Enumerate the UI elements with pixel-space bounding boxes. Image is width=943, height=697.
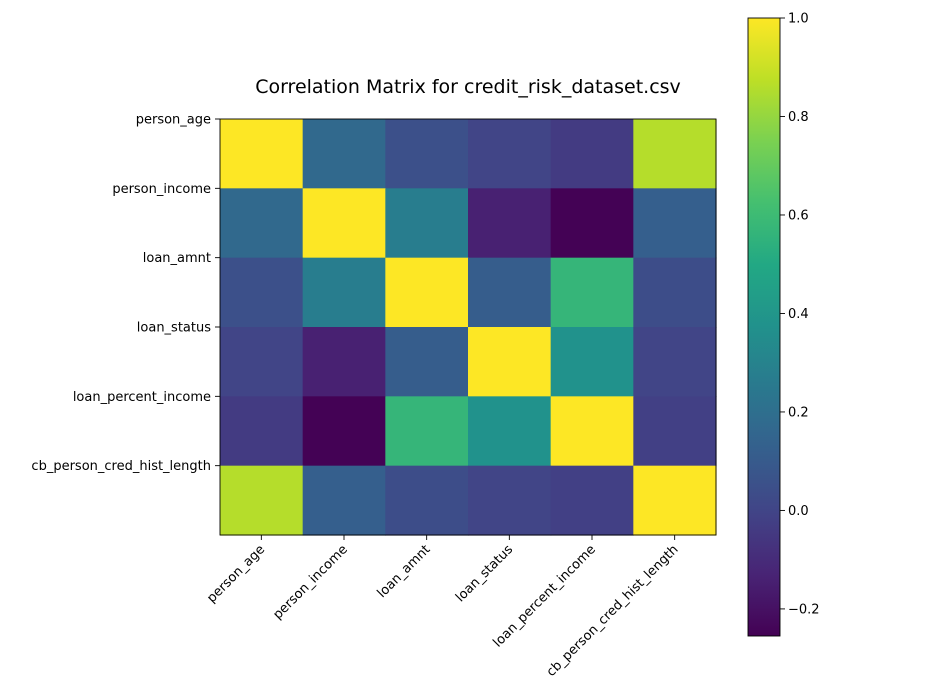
heatmap-cell-0-1 xyxy=(302,119,386,189)
x-tick-label: cb_person_cred_hist_length xyxy=(544,542,682,680)
heatmap-cell-3-2 xyxy=(385,327,469,397)
heatmap-cell-1-0 xyxy=(220,188,304,259)
heatmap-cell-0-2 xyxy=(385,119,469,189)
heatmap-cell-0-0 xyxy=(220,119,304,189)
colorbar-ticks: −0.2 0.0 0.2 0.4 0.6 0.8 1.0 xyxy=(780,12,820,617)
colorbar-tick-label: 0.2 xyxy=(788,405,809,420)
heatmap-cell-4-1 xyxy=(302,396,386,467)
colorbar-frame xyxy=(747,17,781,637)
heatmap-cell-2-3 xyxy=(468,257,552,328)
heatmap-cell-4-3 xyxy=(468,396,552,467)
heatmap-cell-1-1 xyxy=(302,188,386,259)
y-tick-label: loan_amnt xyxy=(143,251,211,266)
heatmap-cell-5-5 xyxy=(633,465,717,536)
heatmap-cell-0-3 xyxy=(468,119,552,189)
heatmap-cell-5-2 xyxy=(385,465,469,536)
heatmap-cell-2-2 xyxy=(385,257,469,328)
y-tick-label: loan_percent_income xyxy=(73,390,211,405)
colorbar-tick-label: 0.0 xyxy=(788,504,809,519)
heatmap-cell-1-4 xyxy=(550,188,634,259)
heatmap-cell-3-1 xyxy=(302,327,386,397)
colorbar-tick-label: 1.0 xyxy=(788,12,809,27)
y-tick-label: loan_status xyxy=(137,321,211,336)
x-tick-label: person_income xyxy=(270,542,350,622)
heatmap-cell-3-4 xyxy=(550,327,634,397)
y-axis: person_age person_income loan_amnt loan_sta… xyxy=(31,113,220,474)
heatmap-cells xyxy=(220,119,717,536)
heatmap-cell-0-4 xyxy=(550,119,634,189)
heatmap-cell-2-1 xyxy=(302,257,386,328)
heatmap-cell-2-0 xyxy=(220,257,304,328)
heatmap-cell-4-4 xyxy=(550,396,634,467)
y-tick-label: cb_person_cred_hist_length xyxy=(31,459,211,474)
colorbar-gradient xyxy=(748,18,780,636)
colorbar-tick-label: −0.2 xyxy=(788,602,820,617)
x-tick-label: loan_amnt xyxy=(375,542,434,601)
colorbar-tick-label: 0.4 xyxy=(788,307,809,322)
colorbar: −0.2 0.0 0.2 0.4 0.6 0.8 1.0 xyxy=(747,12,820,637)
heatmap-cell-3-0 xyxy=(220,327,304,397)
heatmap-cell-4-5 xyxy=(633,396,717,467)
x-tick-label: loan_status xyxy=(453,542,516,605)
heatmap-cell-4-0 xyxy=(220,396,304,467)
heatmap-cell-3-3 xyxy=(468,327,552,397)
heatmap-cell-0-5 xyxy=(633,119,717,189)
heatmap-cell-5-1 xyxy=(302,465,386,536)
heatmap-cell-1-2 xyxy=(385,188,469,259)
chart-title: Correlation Matrix for credit_risk_datas… xyxy=(255,76,681,98)
y-tick-label: person_income xyxy=(112,182,211,197)
x-axis: person_age person_income loan_amnt loan_sta… xyxy=(204,535,681,680)
heatmap-cell-1-5 xyxy=(633,188,717,259)
heatmap-cell-2-4 xyxy=(550,257,634,328)
x-tick-label: person_age xyxy=(204,542,268,606)
heatmap-cell-5-3 xyxy=(468,465,552,536)
heatmap-cell-1-3 xyxy=(468,188,552,259)
heatmap-cell-4-2 xyxy=(385,396,469,467)
colorbar-tick-label: 0.6 xyxy=(788,208,809,223)
heatmap-cell-2-5 xyxy=(633,257,717,328)
colorbar-tick-label: 0.8 xyxy=(788,110,809,125)
heatmap-cell-5-0 xyxy=(220,465,304,536)
y-tick-label: person_age xyxy=(136,113,211,128)
heatmap-cell-3-5 xyxy=(633,327,717,397)
heatmap-cell-5-4 xyxy=(550,465,634,536)
